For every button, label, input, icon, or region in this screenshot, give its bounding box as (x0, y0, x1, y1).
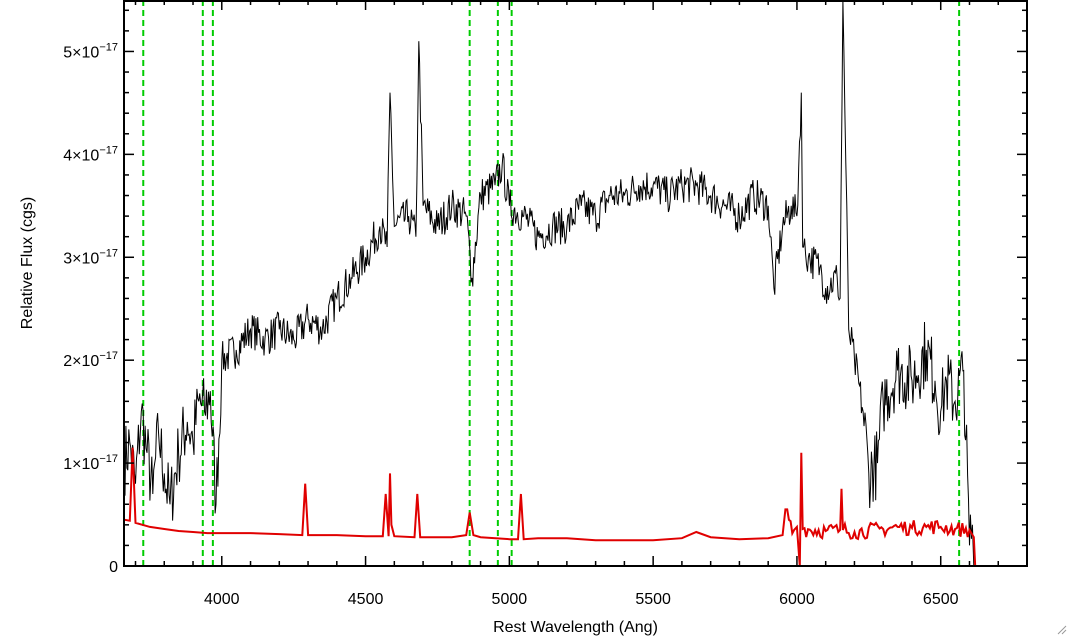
x-axis-title: Rest Wavelength (Ang) (493, 619, 658, 636)
x-tick-label: 4500 (348, 591, 384, 608)
y-axis-title: Relative Flux (cgs) (19, 197, 36, 329)
y-tick-label: 0 (109, 559, 118, 576)
y-tick-label: 4×10−17 (63, 144, 118, 164)
resize-grip-icon[interactable] (1055, 623, 1067, 635)
x-tick-label: 6000 (779, 591, 815, 608)
x-tick-label: 6500 (923, 591, 959, 608)
y-tick-label: 1×10−17 (63, 453, 118, 473)
axis-ticks (124, 0, 1028, 567)
y-tick-label: 3×10−17 (63, 247, 118, 267)
y-tick-label: 2×10−17 (63, 350, 118, 370)
x-tick-labels: 4000 4500 5000 5500 6000 6500 (204, 591, 959, 608)
x-tick-label: 4000 (204, 591, 240, 608)
emission-line-markers (142, 0, 961, 566)
model-line (123, 447, 1027, 567)
y-tick-label: 5×10−17 (63, 41, 118, 61)
spectrum-line (123, 0, 975, 567)
x-tick-label: 5500 (635, 591, 671, 608)
y-tick-labels: 0 1×10−17 2×10−17 3×10−17 4×10−17 5×10−17 (63, 41, 118, 576)
x-tick-label: 5000 (492, 591, 528, 608)
plot-frame (123, 0, 1028, 567)
spectrum-series (123, 0, 1027, 567)
